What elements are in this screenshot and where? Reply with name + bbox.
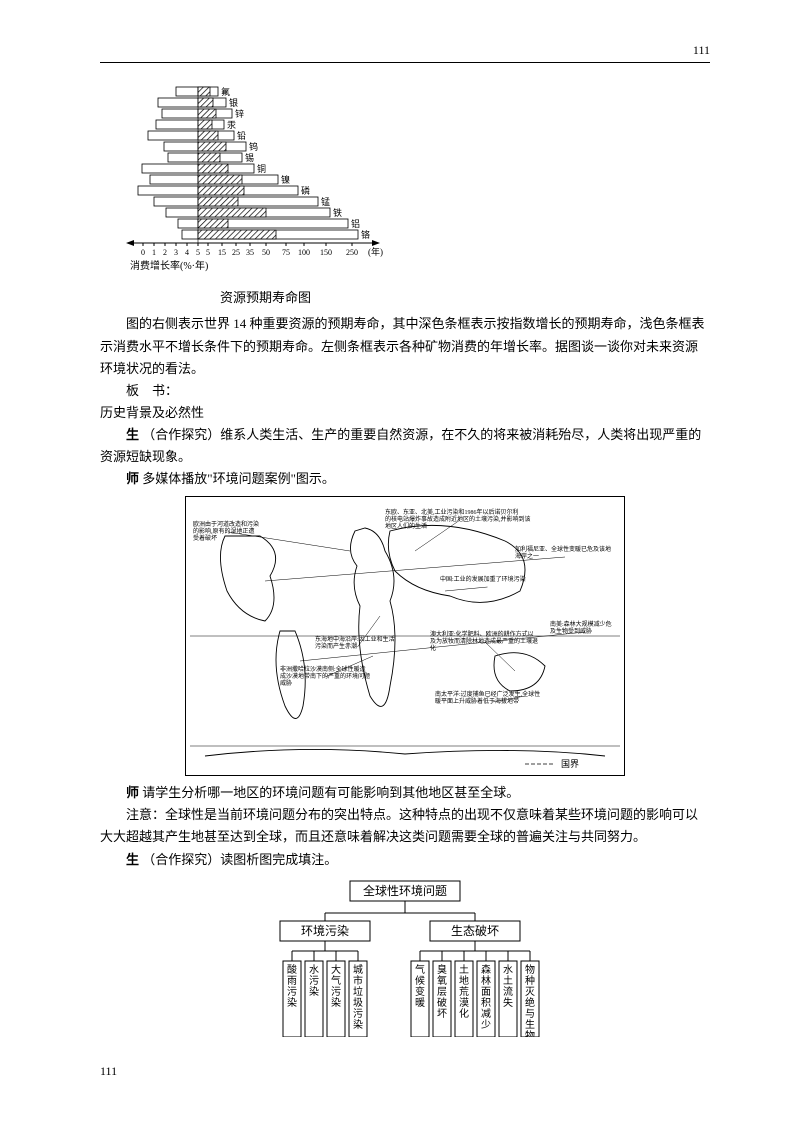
page-number-bottom: 111	[100, 1061, 710, 1081]
svg-text:100: 100	[298, 248, 310, 257]
svg-text:水污染: 水污染	[309, 964, 319, 998]
svg-text:大气污染: 大气污染	[331, 963, 341, 1009]
svg-text:75: 75	[282, 248, 290, 257]
svg-text:铬: 铬	[361, 229, 370, 240]
svg-text:锰: 锰	[321, 196, 330, 207]
svg-text:250: 250	[346, 248, 358, 257]
speaker-student-2: 生	[126, 852, 139, 867]
student-line-1: 生 （合作探究）维系人类生活、生产的重要自然资源，在不久的将来被消耗殆尽，人类将…	[100, 424, 710, 468]
svg-text:5: 5	[196, 248, 200, 257]
svg-text:50: 50	[262, 248, 270, 257]
svg-text:150: 150	[320, 248, 332, 257]
teacher-1-body: 多媒体播放"环境问题案例"图示。	[142, 471, 335, 486]
svg-text:生态破坏: 生态破坏	[451, 923, 499, 938]
svg-text:镍: 镍	[281, 174, 290, 185]
speaker-teacher-2: 师	[126, 785, 139, 800]
svg-text:1: 1	[152, 248, 156, 257]
svg-text:物种灭绝与生物多样性锐减: 物种灭绝与生物多样性锐减	[525, 963, 535, 1037]
svg-text:臭氧层破坏: 臭氧层破坏	[437, 963, 447, 1020]
paragraph-chart-desc: 图的右侧表示世界 14 种重要资源的预期寿命，其中深色条框表示按指数增长的预期寿…	[100, 313, 710, 379]
teacher-line-1: 师 多媒体播放"环境问题案例"图示。	[100, 468, 710, 490]
svg-text:水土流失: 水土流失	[503, 964, 513, 1009]
svg-text:气候变暖: 气候变暖	[415, 963, 425, 1009]
teacher-2-body: 请学生分析哪一地区的环境问题有可能影响到其他地区甚至全球。	[142, 785, 519, 800]
svg-text:铅: 铅	[237, 130, 246, 141]
resource-lifespan-chart: 氟银锌汞铅钨锡铜镍磷锰铁铝铬54321051525355075100150250…	[124, 81, 710, 281]
speaker-teacher-1: 师	[126, 471, 139, 486]
figure1-caption: 资源预期寿命图	[220, 287, 710, 309]
note-paragraph: 注意：全球性是当前环境问题分布的突出特点。这种特点的出现不仅意味着某些环境问题的…	[100, 804, 710, 848]
header-rule	[100, 62, 710, 63]
svg-text:35: 35	[246, 248, 254, 257]
svg-text:4: 4	[185, 248, 189, 257]
board-lead: 板 书：	[100, 380, 710, 402]
svg-text:氟: 氟	[221, 86, 230, 97]
svg-text:0: 0	[141, 248, 145, 257]
svg-text:铁: 铁	[333, 207, 342, 218]
world-map-figure: 欧洲由于河道改造和污染的影响,原有的湿地正遭受着破坏东欧、东亚、北美,工业污染和…	[100, 496, 710, 776]
svg-text:环境污染: 环境污染	[301, 923, 349, 938]
svg-text:消费增长率(%·年): 消费增长率(%·年)	[130, 259, 208, 272]
svg-text:酸雨污染: 酸雨污染	[287, 963, 297, 1009]
svg-text:城市垃圾污染: 城市垃圾污染	[353, 964, 363, 1031]
svg-text:锡: 锡	[245, 153, 254, 163]
board-content: 历史背景及必然性	[100, 402, 710, 424]
teacher-line-2: 师 请学生分析哪一地区的环境问题有可能影响到其他地区甚至全球。	[100, 782, 710, 804]
svg-text:钨: 钨	[249, 141, 258, 152]
svg-text:中国:工业的发展加重了环境污染: 中国:工业的发展加重了环境污染	[440, 575, 526, 583]
svg-text:(年): (年)	[368, 246, 383, 257]
svg-text:铝: 铝	[351, 218, 360, 229]
svg-text:铜: 铜	[257, 163, 266, 174]
student-2-body: （合作探究）读图析图完成填注。	[142, 852, 337, 867]
student-line-2: 生 （合作探究）读图析图完成填注。	[100, 849, 710, 871]
page-number-top: 111	[100, 40, 710, 60]
svg-text:全球性环境问题: 全球性环境问题	[363, 883, 447, 898]
student-1-body: （合作探究）维系人类生活、生产的重要自然资源，在不久的将来被消耗殆尽，人类将出现…	[100, 427, 701, 464]
svg-text:汞: 汞	[227, 120, 236, 130]
tree-diagram: 全球性环境问题环境污染酸雨污染 水污染 大气污染 城市垃圾污染 生态破坏气候变暖 臭氧层破…	[100, 877, 710, 1037]
speaker-student-1: 生	[126, 427, 139, 442]
svg-text:国界: 国界	[561, 759, 579, 769]
svg-text:5: 5	[206, 248, 210, 257]
svg-text:森林面积减少: 森林面积减少	[481, 963, 491, 1031]
svg-text:锌: 锌	[235, 108, 244, 119]
svg-text:磷: 磷	[301, 185, 310, 196]
svg-text:银: 银	[229, 97, 238, 108]
svg-text:土地荒漠化: 土地荒漠化	[459, 963, 469, 1020]
svg-text:15: 15	[218, 248, 226, 257]
svg-text:2: 2	[163, 248, 167, 257]
svg-text:3: 3	[174, 248, 178, 257]
svg-text:25: 25	[232, 248, 240, 257]
